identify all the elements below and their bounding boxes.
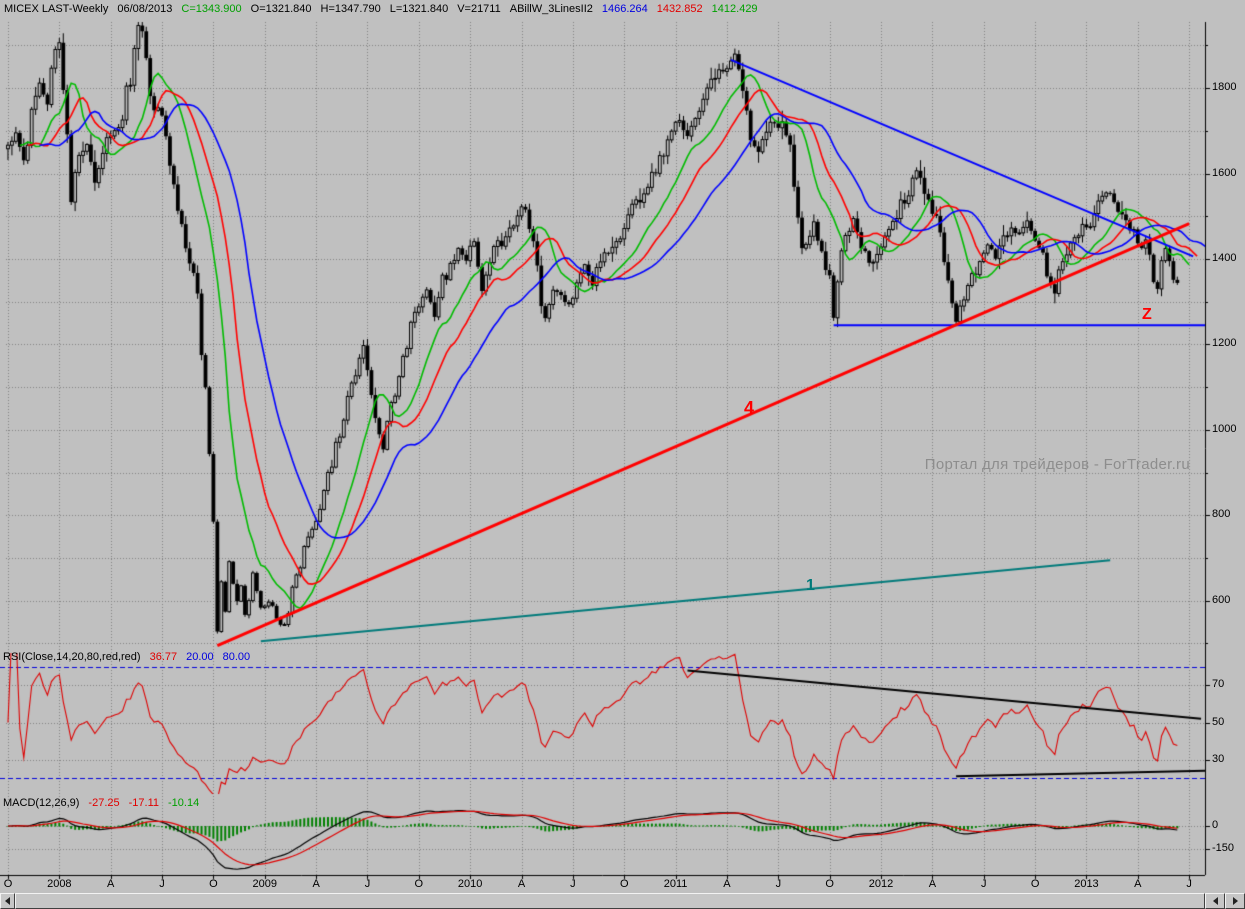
quote-close: C=1343.900 bbox=[181, 3, 242, 15]
quote-high: H=1347.790 bbox=[320, 3, 381, 15]
quote-date: 06/08/2013 bbox=[117, 3, 173, 15]
quote-volume: V=21711 bbox=[457, 3, 501, 15]
quote-open: O=1321.840 bbox=[250, 3, 312, 15]
indicator-value-green: 1412.429 bbox=[711, 3, 758, 15]
left-arrow-icon bbox=[1212, 897, 1218, 905]
indicator-value-red: 1432.852 bbox=[656, 3, 703, 15]
quote-header: MICEX LAST-Weekly 06/08/2013 C=1343.900 … bbox=[4, 3, 758, 15]
scroll-left-button[interactable] bbox=[0, 893, 15, 909]
quote-low: L=1321.840 bbox=[389, 3, 449, 15]
scrollbar-thumb[interactable] bbox=[15, 893, 1205, 909]
left-arrow-icon bbox=[5, 897, 10, 905]
symbol-title: MICEX LAST-Weekly bbox=[4, 3, 109, 15]
horizontal-scrollbar[interactable] bbox=[0, 893, 1245, 909]
indicator-value-blue: 1466.264 bbox=[601, 3, 648, 15]
scroll-back-button[interactable] bbox=[1205, 893, 1225, 909]
indicator-name: ABillW_3LinesII2 bbox=[509, 3, 593, 15]
right-arrow-icon bbox=[1232, 897, 1238, 905]
scroll-forward-button[interactable] bbox=[1225, 893, 1245, 909]
